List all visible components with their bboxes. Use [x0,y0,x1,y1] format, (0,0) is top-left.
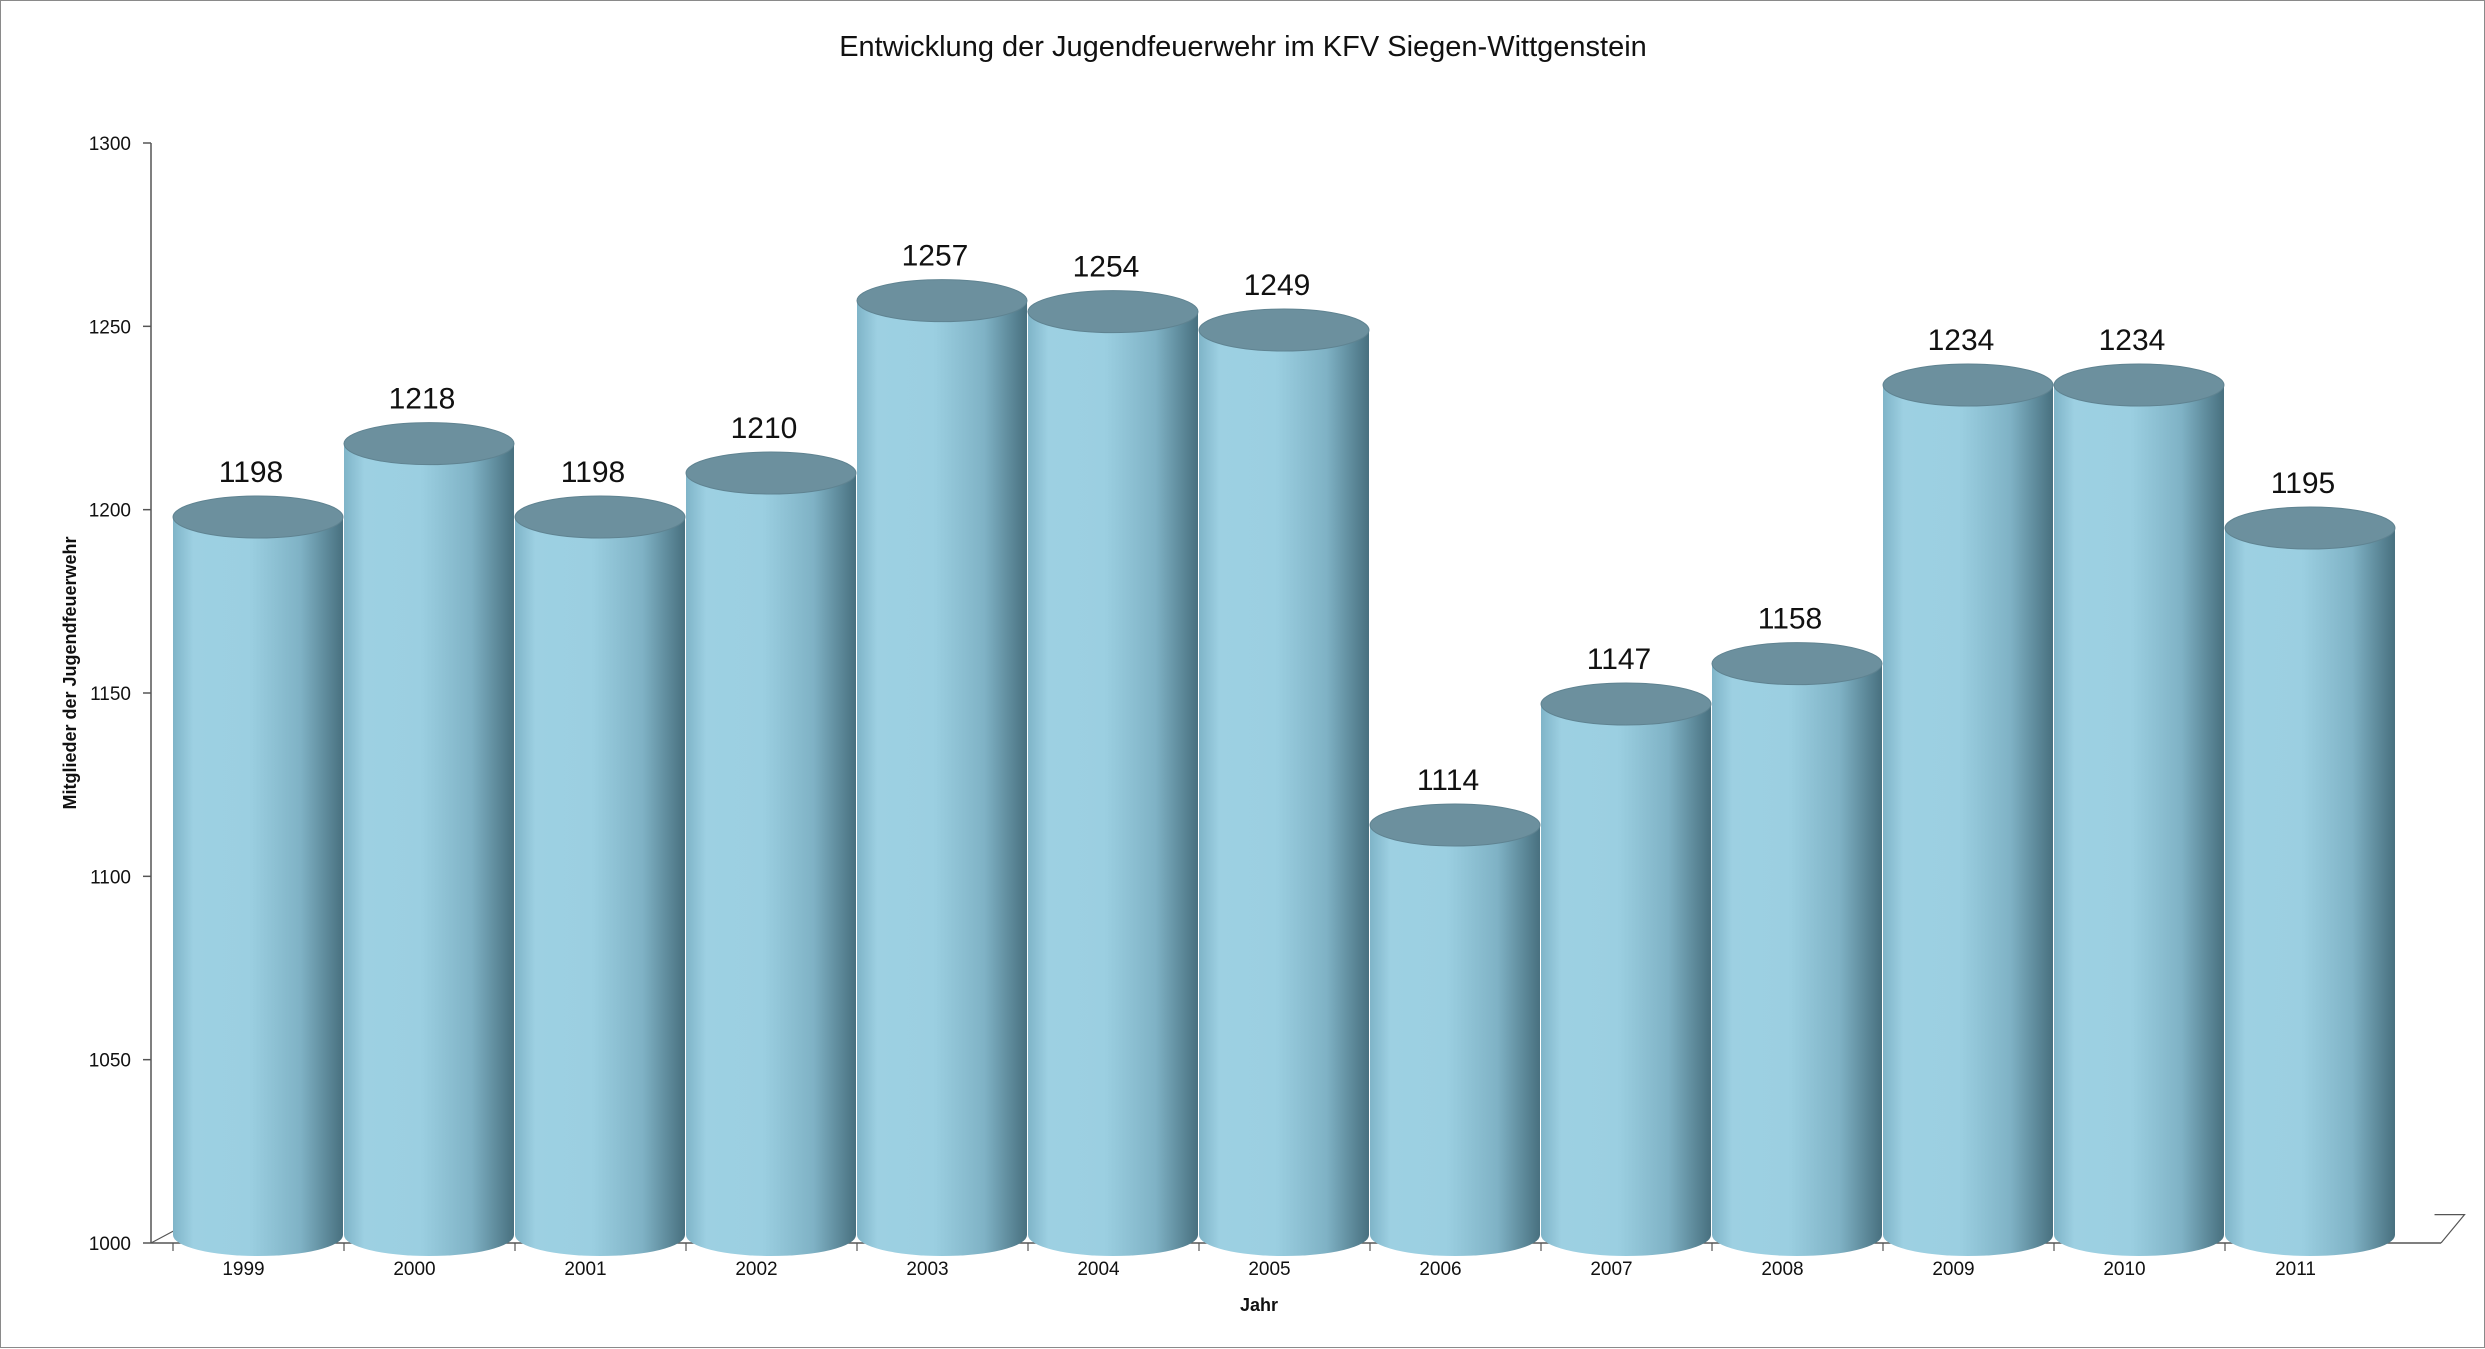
bar-body [173,517,343,1256]
y-tick-label: 1200 [89,501,131,522]
x-tick-label: 2008 [1761,1259,1803,1280]
bar-top [1369,803,1541,847]
bar-top [1198,308,1370,352]
bar [1882,363,2054,1256]
x-tick-label: 1999 [222,1259,264,1280]
bar [1027,290,1199,1257]
x-tick-label: 2000 [393,1259,435,1280]
bar-top [343,422,515,466]
data-label: 1254 [1073,251,1140,284]
bar [685,451,857,1256]
bar-top [1882,363,2054,407]
y-tick-label: 1000 [89,1234,131,1255]
bar-body [1541,704,1711,1256]
data-label: 1210 [731,412,798,445]
x-tick-label: 2006 [1419,1259,1461,1280]
x-tick-label: 2003 [906,1259,948,1280]
bar-body [857,300,1027,1257]
data-label: 1234 [1928,324,1995,357]
bar-body [515,517,685,1256]
x-axis-title: Jahr [1240,1295,1278,1315]
data-label: 1234 [2099,324,2166,357]
y-tick-label: 1250 [89,317,131,338]
bar-body [1883,385,2053,1256]
data-label: 1249 [1244,269,1311,302]
bar-top [1027,290,1199,334]
data-label: 1198 [561,456,626,489]
data-label: 1218 [389,383,456,416]
bar-top [172,495,344,539]
x-tick-label: 2011 [2275,1259,2316,1280]
bar-body [2054,385,2224,1256]
data-label: 1198 [219,456,284,489]
bar-body [1028,311,1198,1257]
bar-top [2224,506,2396,550]
bar-body [686,473,856,1256]
y-tick-label: 1150 [90,684,131,705]
data-label: 1114 [1417,764,1479,797]
bar [1711,642,1883,1256]
bar-body [1370,825,1540,1256]
floor-edge-right [2434,1214,2466,1244]
y-tick-label: 1050 [89,1051,131,1072]
bar [172,495,344,1256]
bar [343,422,515,1257]
bar-body [1199,330,1369,1256]
bar [2053,363,2225,1256]
x-tick-label: 2004 [1077,1259,1120,1280]
bars [172,279,2396,1257]
chart-title: Entwicklung der Jugendfeuerwehr im KFV S… [839,31,1647,63]
x-tick-label: 2001 [564,1259,606,1280]
bar-top [1711,642,1883,686]
bar-body [2225,528,2395,1256]
bar [2224,506,2396,1256]
x-tick-label: 2007 [1590,1259,1632,1280]
bar-top [685,451,857,495]
bar-body [1712,663,1882,1256]
bar [856,279,1028,1257]
bar-top [1540,682,1712,726]
data-label: 1257 [902,240,969,273]
y-tick-label: 1100 [90,867,131,888]
data-label: 1195 [2271,467,2336,500]
bar [1540,682,1712,1256]
bar [1369,803,1541,1256]
x-tick-label: 2005 [1248,1259,1290,1280]
bar-top [856,279,1028,323]
x-tick-label: 2002 [735,1259,777,1280]
bar-top [514,495,686,539]
y-tick-label: 1300 [89,134,131,155]
data-label: 1147 [1587,643,1652,676]
bar-top [2053,363,2225,407]
x-tick-label: 2009 [1932,1259,1974,1280]
y-axis-title: Mitglieder der Jugendfeuerwehr [60,536,80,809]
bar [514,495,686,1256]
data-label: 1158 [1758,603,1823,636]
bar-body [344,443,514,1257]
x-tick-label: 2010 [2103,1259,2145,1280]
bar [1198,308,1370,1256]
data-labels: 1198 1218 1198 1210 1257 1254 1249 1114 1147 1158… [219,240,2336,797]
